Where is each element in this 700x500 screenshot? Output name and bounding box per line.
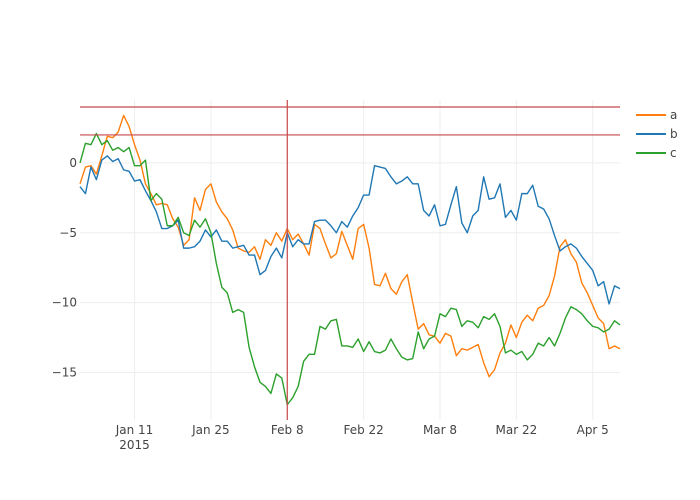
legend-label: a <box>670 108 677 122</box>
x-tick-label: Jan 11 <box>115 423 154 437</box>
legend-label: b <box>670 127 678 141</box>
x-tick-label: Feb 22 <box>343 423 383 437</box>
x-tick-label: Mar 22 <box>495 423 537 437</box>
legend-label: c <box>670 146 677 160</box>
legend-item-c[interactable]: c <box>636 146 677 160</box>
x-tick-label: Apr 5 <box>577 423 609 437</box>
series-a-line[interactable] <box>79 114 621 378</box>
x-tick-label: Feb 8 <box>271 423 304 437</box>
series-lines <box>79 114 621 406</box>
y-tick-label: 0 <box>69 156 77 170</box>
y-tick-label: −10 <box>52 296 77 310</box>
series-c-line[interactable] <box>79 132 621 406</box>
y-tick-label: −15 <box>52 365 77 379</box>
legend-item-b[interactable]: b <box>636 127 678 141</box>
series-b-line[interactable] <box>79 155 621 305</box>
y-tick-label: −5 <box>59 226 77 240</box>
x-tick-label: Jan 25 <box>191 423 230 437</box>
legend[interactable]: abc <box>636 108 678 160</box>
legend-item-a[interactable]: a <box>636 108 677 122</box>
x-tick-sublabel: 2015 <box>119 438 150 452</box>
reference-lines <box>80 100 620 420</box>
x-tick-label: Mar 8 <box>423 423 457 437</box>
